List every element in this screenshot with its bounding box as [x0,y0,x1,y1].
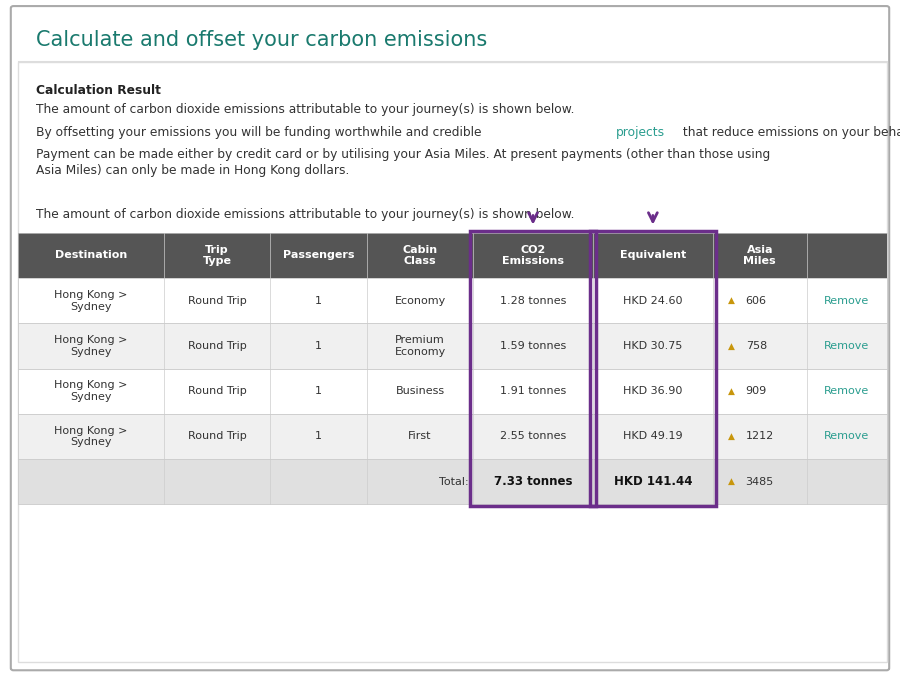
Text: Round Trip: Round Trip [187,431,247,441]
Text: Passengers: Passengers [283,250,355,261]
Text: 7.33 tonnes: 7.33 tonnes [494,475,572,488]
Text: By offsetting your emissions you will be funding worthwhile and credible: By offsetting your emissions you will be… [36,126,485,138]
Text: HKD 24.60: HKD 24.60 [623,296,682,306]
Text: 1: 1 [315,296,322,306]
Bar [18,278,886,323]
Text: Asia
Miles: Asia Miles [743,244,776,266]
Text: Destination: Destination [55,250,127,261]
Text: ▲: ▲ [728,387,735,396]
Bar [590,231,716,506]
Text: HKD 49.19: HKD 49.19 [623,431,683,441]
Text: Calculate and offset your carbon emissions: Calculate and offset your carbon emissio… [36,30,487,51]
Text: 3485: 3485 [745,477,774,487]
Text: HKD 36.90: HKD 36.90 [623,386,682,396]
Text: Hong Kong >
Sydney: Hong Kong > Sydney [54,290,128,311]
Text: that reduce emissions on your behalf.: that reduce emissions on your behalf. [680,126,900,138]
Text: 758: 758 [745,341,767,351]
Text: Hong Kong >
Sydney: Hong Kong > Sydney [54,380,128,402]
Text: 1.91 tonnes: 1.91 tonnes [500,386,566,396]
Text: HKD 30.75: HKD 30.75 [623,341,682,351]
Text: Business: Business [396,386,445,396]
Text: 1212: 1212 [745,431,774,441]
Text: ▲: ▲ [728,477,735,486]
Bar [471,231,596,506]
Text: First: First [409,431,432,441]
Bar [18,323,886,369]
Text: Trip
Type: Trip Type [202,244,231,266]
Text: Cabin
Class: Cabin Class [402,244,437,266]
Text: ▲: ▲ [728,432,735,441]
Text: ▲: ▲ [728,296,735,305]
Text: Remove: Remove [824,296,869,306]
Text: Premium
Economy: Premium Economy [394,335,446,356]
Bar [18,233,886,278]
Text: Equivalent: Equivalent [620,250,686,261]
Text: projects: projects [616,126,665,138]
Text: The amount of carbon dioxide emissions attributable to your journey(s) is shown : The amount of carbon dioxide emissions a… [36,103,574,115]
Text: Economy: Economy [394,296,446,306]
Text: 1.59 tonnes: 1.59 tonnes [500,341,566,351]
Text: The amount of carbon dioxide emissions attributable to your journey(s) is shown : The amount of carbon dioxide emissions a… [36,208,574,221]
Text: 1: 1 [315,386,322,396]
Text: Hong Kong >
Sydney: Hong Kong > Sydney [54,426,128,448]
FancyBboxPatch shape [11,6,889,670]
Text: Round Trip: Round Trip [187,386,247,396]
Text: CO2
Emissions: CO2 Emissions [502,244,564,266]
Bar [18,414,886,459]
Text: Remove: Remove [824,341,869,351]
Text: ▲: ▲ [728,342,735,350]
Text: HKD 141.44: HKD 141.44 [614,475,692,488]
Text: Payment can be made either by credit card or by utilising your Asia Miles. At pr: Payment can be made either by credit car… [36,148,770,161]
Text: 1: 1 [315,431,322,441]
Text: 909: 909 [745,386,767,396]
Text: Round Trip: Round Trip [187,296,247,306]
Text: Asia Miles) can only be made in Hong Kong dollars.: Asia Miles) can only be made in Hong Kon… [36,164,349,177]
Text: Hong Kong >
Sydney: Hong Kong > Sydney [54,335,128,356]
Text: Remove: Remove [824,431,869,441]
Bar [18,369,886,414]
FancyBboxPatch shape [18,62,886,662]
Text: 2.55 tonnes: 2.55 tonnes [500,431,566,441]
Text: 1: 1 [315,341,322,351]
Text: Remove: Remove [824,386,869,396]
Text: Round Trip: Round Trip [187,341,247,351]
Text: 606: 606 [745,296,767,306]
Text: Total:: Total: [439,477,469,487]
Text: Calculation Result: Calculation Result [36,84,161,97]
Text: 1.28 tonnes: 1.28 tonnes [500,296,566,306]
Bar [18,459,886,504]
